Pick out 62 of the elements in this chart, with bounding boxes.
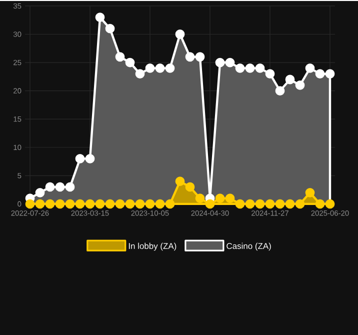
point [215, 194, 225, 204]
point [85, 199, 95, 209]
point [285, 199, 295, 209]
point [45, 182, 55, 192]
point [285, 74, 295, 84]
point [295, 80, 305, 90]
point [275, 199, 285, 209]
point [235, 64, 245, 73]
point [105, 24, 115, 34]
point [145, 64, 155, 73]
point [95, 12, 105, 22]
point [65, 199, 75, 209]
point [75, 199, 85, 209]
point [165, 199, 175, 209]
point [245, 64, 255, 73]
point [35, 199, 45, 209]
point [115, 199, 125, 209]
point [165, 64, 175, 73]
point [195, 52, 205, 62]
point [155, 199, 165, 209]
point [235, 199, 245, 209]
point [45, 199, 55, 209]
point [185, 52, 195, 62]
point [125, 58, 135, 68]
point [175, 30, 185, 39]
point [95, 199, 105, 209]
point [115, 52, 125, 62]
point [155, 64, 165, 73]
point [305, 64, 315, 73]
point [265, 199, 275, 209]
point [225, 58, 235, 68]
point [65, 182, 75, 192]
point [265, 69, 275, 79]
legend-label: In lobby (ZA) [128, 242, 176, 251]
point [75, 154, 85, 164]
point [135, 199, 145, 209]
point [105, 199, 115, 209]
point [255, 199, 265, 209]
point [195, 194, 205, 204]
point [325, 69, 335, 79]
point [185, 182, 195, 192]
point [295, 199, 305, 209]
point [255, 64, 265, 73]
legend-label: Casino (ZA) [226, 242, 271, 251]
point [205, 199, 215, 209]
point [315, 199, 325, 209]
point [305, 188, 315, 198]
point [275, 86, 285, 96]
point [125, 199, 135, 209]
point [215, 58, 225, 68]
point [55, 182, 65, 192]
point [325, 199, 335, 209]
point [25, 199, 35, 209]
point [135, 69, 145, 79]
point [35, 188, 45, 198]
point [85, 154, 95, 164]
point [175, 176, 185, 186]
point [225, 194, 235, 204]
point [245, 199, 255, 209]
point [315, 69, 325, 79]
point [55, 199, 65, 209]
point [145, 199, 155, 209]
